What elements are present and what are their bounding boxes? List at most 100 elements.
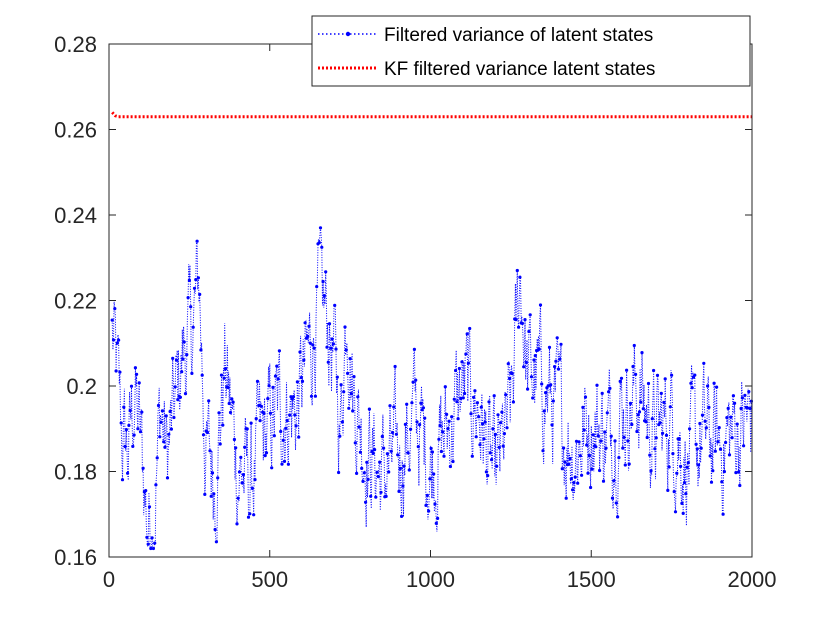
data-point-filtered-variance [241,473,245,477]
data-point-filtered-variance [640,351,644,355]
data-point-filtered-variance [522,365,526,369]
data-point-filtered-variance [549,383,553,387]
data-point-filtered-variance [726,406,730,410]
data-point-filtered-variance [263,454,267,458]
data-point-filtered-variance [330,337,334,341]
data-point-filtered-variance [659,391,663,395]
data-point-filtered-variance [365,460,369,464]
data-point-filtered-variance [589,485,593,490]
data-point-filtered-variance [253,478,257,482]
data-point-filtered-variance [708,454,712,458]
data-point-filtered-variance [636,413,640,417]
data-point-filtered-variance [174,358,179,362]
data-point-filtered-variance [645,435,649,440]
data-point-filtered-variance [401,484,405,488]
data-point-filtered-variance [138,430,143,434]
data-point-filtered-variance [484,470,488,474]
data-point-filtered-variance [637,410,642,414]
data-point-filtered-variance [324,270,328,274]
data-point-filtered-variance [339,383,343,387]
data-point-filtered-variance [532,358,536,362]
data-point-filtered-variance [742,444,746,448]
data-point-filtered-variance [212,492,216,496]
data-point-filtered-variance [367,407,371,411]
data-point-filtered-variance [400,514,404,519]
data-point-filtered-variance [454,368,458,373]
data-point-filtered-variance [115,341,119,345]
data-point-filtered-variance [524,360,528,364]
data-point-filtered-variance [236,496,240,500]
data-point-filtered-variance [650,417,654,421]
data-point-filtered-variance [495,464,499,468]
data-point-filtered-variance [331,342,335,346]
data-point-filtered-variance [163,445,167,449]
data-point-filtered-variance [412,347,416,351]
data-point-filtered-variance [227,401,231,406]
data-point-filtered-variance [564,496,568,500]
data-point-filtered-variance [303,321,307,325]
data-point-filtered-variance [243,445,247,449]
data-point-filtered-variance [571,488,575,492]
data-point-filtered-variance [140,410,144,414]
data-point-filtered-variance [655,373,660,377]
data-point-filtered-variance [493,432,497,436]
data-point-filtered-variance [173,385,177,389]
data-point-filtered-variance [600,391,604,395]
data-point-filtered-variance [114,369,118,373]
data-point-filtered-variance [689,381,693,385]
data-point-filtered-variance [544,391,548,395]
x-tick-label: 500 [251,567,288,592]
data-point-filtered-variance [144,489,148,493]
data-point-filtered-variance [317,241,321,245]
data-point-filtered-variance [631,364,635,369]
data-point-filtered-variance [409,427,413,431]
data-point-filtered-variance [270,466,274,470]
data-point-filtered-variance [555,336,559,340]
data-point-filtered-variance [459,396,463,401]
data-point-filtered-variance [335,375,339,379]
data-point-filtered-variance [146,542,150,546]
data-point-filtered-variance [526,387,530,391]
data-point-filtered-variance [437,437,441,441]
data-point-filtered-variance [747,390,751,394]
data-point-filtered-variance [288,413,292,417]
y-tick-label: 0.18 [54,460,97,485]
data-point-filtered-variance [136,427,140,431]
data-point-filtered-variance [694,442,698,446]
data-point-filtered-variance [573,475,577,479]
series-line-filtered-variance [111,227,753,549]
data-point-filtered-variance [591,433,595,437]
data-point-filtered-variance [599,439,603,443]
data-point-filtered-variance [248,512,252,516]
data-point-filtered-variance [553,365,557,369]
data-point-filtered-variance [294,424,298,428]
data-point-filtered-variance [158,435,162,439]
data-point-filtered-variance [362,471,366,475]
data-point-filtered-variance [505,426,509,430]
data-point-filtered-variance [664,433,669,437]
data-point-filtered-variance [358,450,362,454]
data-point-filtered-variance [322,294,326,298]
data-point-filtered-variance [217,411,221,415]
data-point-filtered-variance [352,375,356,379]
data-point-filtered-variance [321,279,325,284]
data-point-filtered-variance [273,374,278,378]
data-point-filtered-variance [165,476,170,480]
data-point-filtered-variance [648,453,652,457]
data-point-filtered-variance [716,440,720,444]
data-point-filtered-variance [307,324,311,328]
legend-label-red: KF filtered variance latent states [384,59,655,80]
data-point-filtered-variance [568,456,572,461]
data-point-filtered-variance [529,375,534,379]
x-tick-label: 2000 [728,567,777,592]
data-point-filtered-variance [411,380,415,384]
data-point-filtered-variance [685,465,689,469]
data-point-filtered-variance [376,475,380,479]
data-point-filtered-variance [246,515,251,519]
data-point-filtered-variance [191,325,195,329]
data-point-filtered-variance [223,367,227,371]
data-point-filtered-variance [169,427,173,431]
data-point-filtered-variance [414,378,418,382]
data-point-filtered-variance [720,480,724,484]
data-point-filtered-variance [398,466,402,470]
